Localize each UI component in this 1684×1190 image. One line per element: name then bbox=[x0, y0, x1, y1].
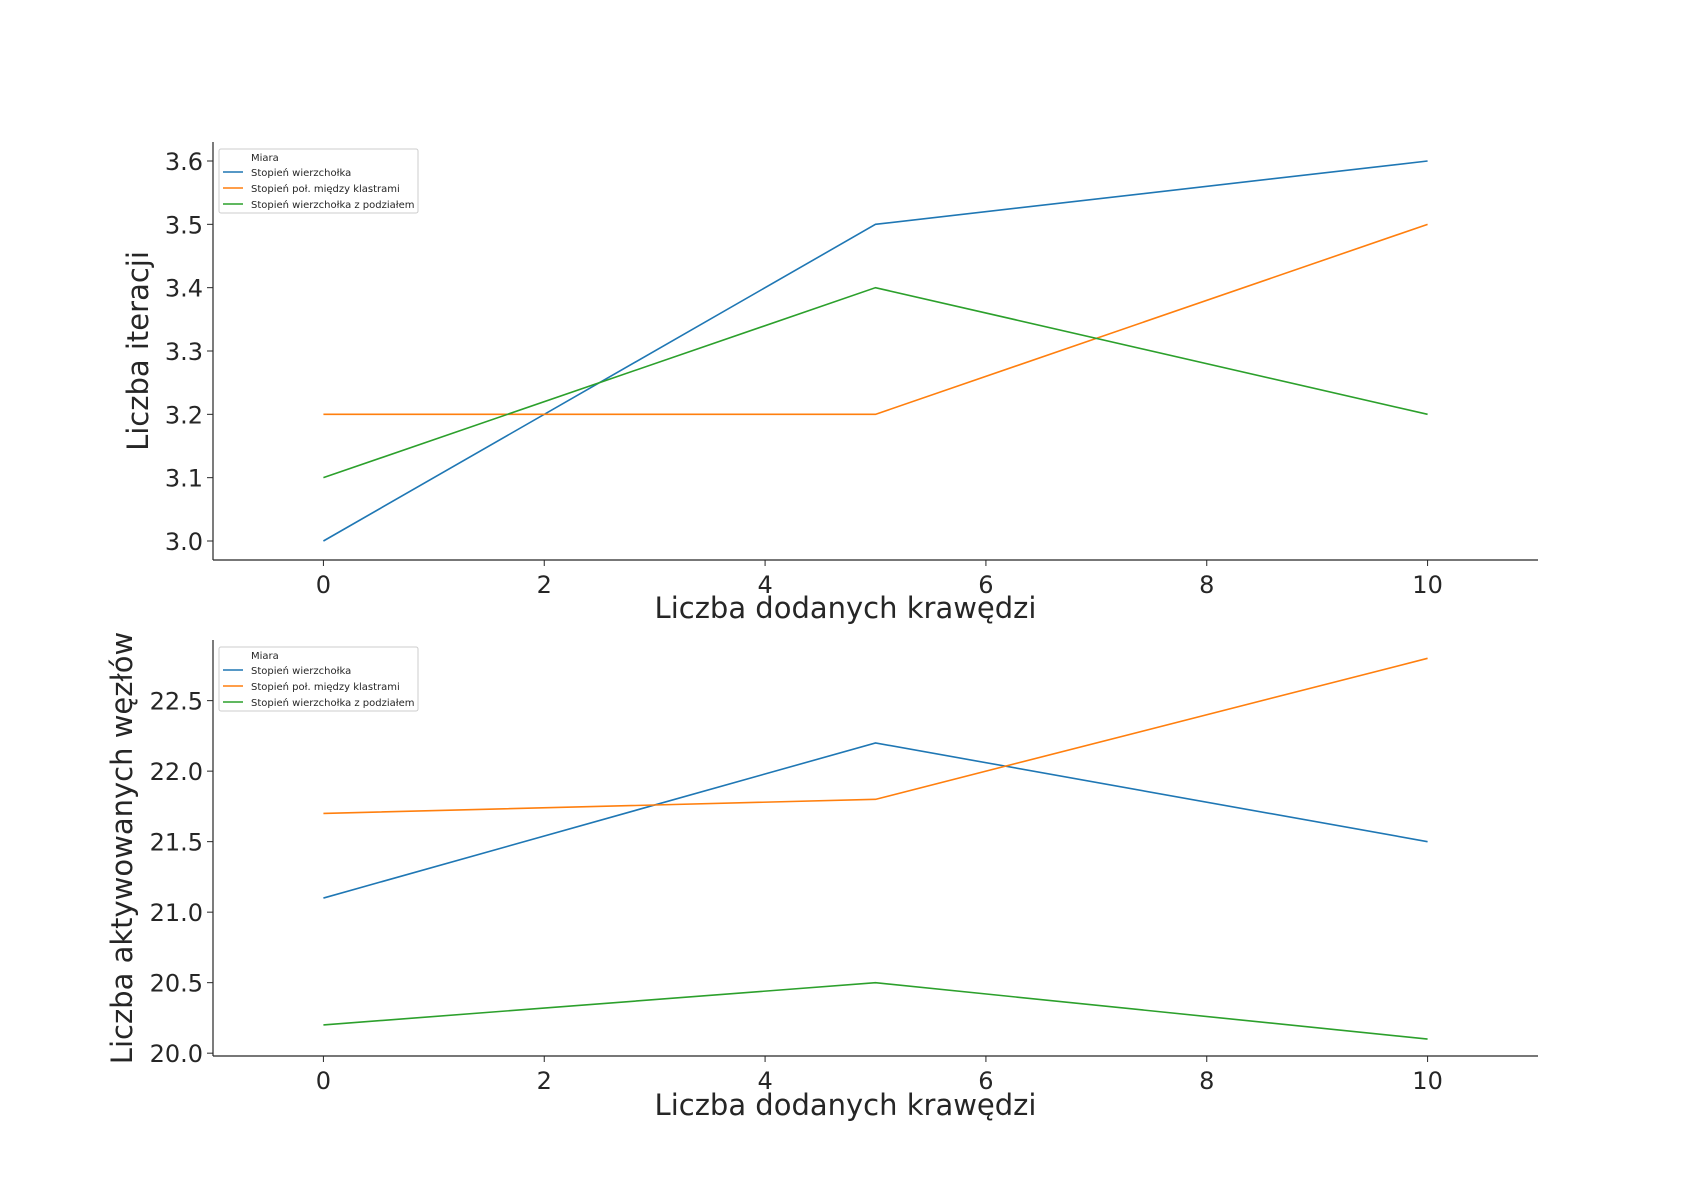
legend-frame bbox=[218, 148, 419, 214]
legend-title: Miara bbox=[251, 651, 279, 662]
y-tick-label: 3.6 bbox=[165, 148, 203, 176]
x-tick-label: 10 bbox=[1412, 1067, 1443, 1095]
x-axis-label: Liczba dodanych krawędzi bbox=[655, 1088, 1037, 1122]
series-line-2 bbox=[323, 223, 1428, 416]
x-tick-label: 6 bbox=[978, 1067, 993, 1095]
series-line-2 bbox=[323, 657, 1428, 815]
series-line-3 bbox=[323, 981, 1428, 1040]
x-tick-label: 10 bbox=[1412, 571, 1443, 599]
y-tick-label: 3.1 bbox=[165, 465, 203, 493]
y-tick-label: 3.3 bbox=[165, 338, 203, 366]
y-tick-label: 3.2 bbox=[165, 401, 203, 429]
y-tick-label: 20.5 bbox=[150, 970, 203, 998]
legend-frame bbox=[218, 646, 419, 712]
legend-entry: Stopień poł. między klastrami bbox=[251, 183, 400, 195]
legend-entry: Stopień wierzchołka bbox=[251, 167, 351, 179]
y-tick-label: 22.0 bbox=[150, 758, 203, 786]
x-tick-label: 0 bbox=[316, 571, 331, 599]
y-tick-label: 20.0 bbox=[150, 1040, 203, 1068]
x-tick-label: 2 bbox=[537, 1067, 552, 1095]
x-tick-label: 4 bbox=[757, 1067, 772, 1095]
legend: Miara Stopień wierzchołka Stopień poł. mię… bbox=[218, 646, 419, 712]
x-tick-label: 4 bbox=[757, 571, 772, 599]
x-tick-label: 8 bbox=[1199, 571, 1214, 599]
y-axis-label: Liczba aktywowanych węzłów bbox=[105, 632, 139, 1064]
y-tick-label: 3.4 bbox=[165, 275, 203, 303]
x-tick-label: 2 bbox=[537, 571, 552, 599]
x-tick-label: 8 bbox=[1199, 1067, 1214, 1095]
x-tick-label: 6 bbox=[978, 571, 993, 599]
legend-entry: Stopień wierzchołka z podziałem bbox=[251, 199, 415, 211]
y-tick-label: 22.5 bbox=[150, 688, 203, 716]
series-line-1 bbox=[323, 742, 1428, 899]
y-axis-label: Liczba iteracji bbox=[121, 251, 155, 451]
legend: Miara Stopień wierzchołka Stopień poł. mię… bbox=[218, 148, 419, 214]
x-axis-label: Liczba dodanych krawędzi bbox=[655, 591, 1037, 625]
y-tick-label: 3.0 bbox=[165, 528, 203, 556]
y-tick-label: 21.5 bbox=[150, 829, 203, 857]
series-line-1 bbox=[323, 160, 1428, 542]
y-tick-label: 3.5 bbox=[165, 211, 203, 239]
series-line-3 bbox=[323, 286, 1428, 479]
legend-entry: Stopień wierzchołka z podziałem bbox=[251, 697, 415, 709]
x-tick-label: 0 bbox=[316, 1067, 331, 1095]
legend-title: Miara bbox=[251, 153, 279, 164]
y-tick-label: 21.0 bbox=[150, 899, 203, 927]
legend-entry: Stopień poł. między klastrami bbox=[251, 681, 400, 693]
chart-panel-1: 0 2 4 6 8 10 3.0 3.1 3.2 3.3 3.4 3.5 3.6 Liczba dodan… bbox=[121, 142, 1538, 625]
legend-entry: Stopień wierzchołka bbox=[251, 665, 351, 677]
chart-panel-2: 0 2 4 6 8 10 20.0 20.5 21.0 21.5 22.0 22.5 Liczba do… bbox=[105, 632, 1538, 1122]
